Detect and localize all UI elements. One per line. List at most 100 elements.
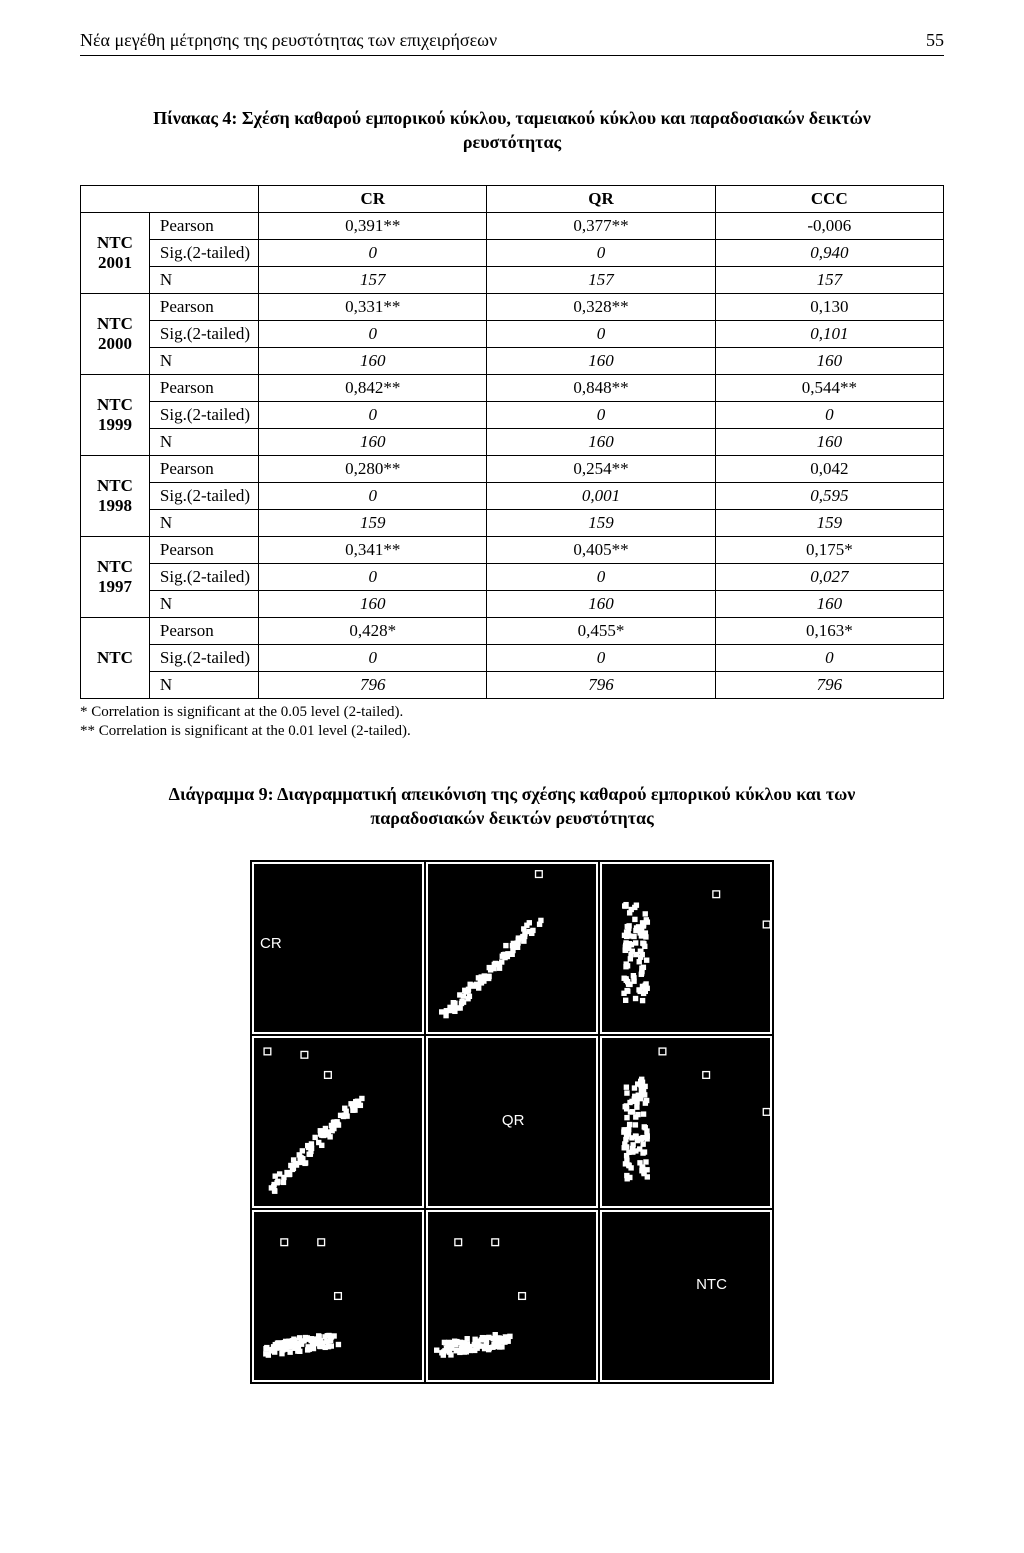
cell: -0,006 — [715, 212, 943, 239]
matrix-ntc-qr — [426, 1210, 598, 1382]
scatter-icon — [428, 864, 596, 1032]
cell: 0,377** — [487, 212, 715, 239]
table-caption: Πίνακας 4: Σχέση καθαρού εμπορικού κύκλο… — [152, 106, 872, 155]
cell: 157 — [259, 266, 487, 293]
table-header-blank — [81, 185, 259, 212]
stat-sig: Sig.(2-tailed) — [149, 239, 258, 266]
group-label: NTC — [81, 617, 150, 698]
stat-pearson: Pearson — [149, 293, 258, 320]
cell: 159 — [487, 509, 715, 536]
page-number: 55 — [926, 30, 944, 51]
running-title: Νέα μεγέθη μέτρησης της ρευστότητας των … — [80, 30, 497, 51]
figure-caption: Διάγραμμα 9: Διαγραμματική απεικόνιση τη… — [152, 782, 872, 831]
cell: 0,341** — [259, 536, 487, 563]
scatter-icon — [254, 1212, 422, 1380]
matrix-cr-qr — [426, 862, 598, 1034]
footnote-2: ** Correlation is significant at the 0.0… — [80, 722, 944, 742]
stat-pearson: Pearson — [149, 617, 258, 644]
cell: 0 — [487, 239, 715, 266]
cell: 0,595 — [715, 482, 943, 509]
group-label: NTC2000 — [81, 293, 150, 374]
cell: 0,405** — [487, 536, 715, 563]
group-label: NTC1998 — [81, 455, 150, 536]
cell: 159 — [715, 509, 943, 536]
cell: 160 — [487, 347, 715, 374]
cell: 0,254** — [487, 455, 715, 482]
cell: 0,175* — [715, 536, 943, 563]
cell: 0 — [259, 401, 487, 428]
stat-pearson: Pearson — [149, 536, 258, 563]
matrix-diag-qr: QR — [426, 1036, 598, 1208]
cell: 0,428* — [259, 617, 487, 644]
cell: 0,163* — [715, 617, 943, 644]
matrix-label-qr: QR — [502, 1112, 525, 1129]
matrix-qr-ntc — [600, 1036, 772, 1208]
group-label: NTC1997 — [81, 536, 150, 617]
cell: 0,027 — [715, 563, 943, 590]
matrix-label-cr: CR — [260, 935, 282, 952]
stat-sig: Sig.(2-tailed) — [149, 482, 258, 509]
matrix-diag-ntc: NTC — [600, 1210, 772, 1382]
cell: 0 — [259, 644, 487, 671]
stat-sig: Sig.(2-tailed) — [149, 644, 258, 671]
stat-n: N — [149, 347, 258, 374]
cell: 0 — [259, 239, 487, 266]
cell: 0 — [487, 320, 715, 347]
matrix-ntc-cr — [252, 1210, 424, 1382]
stat-n: N — [149, 671, 258, 698]
cell: 0 — [259, 482, 487, 509]
cell: 160 — [259, 590, 487, 617]
cell: 0,130 — [715, 293, 943, 320]
stat-n: N — [149, 428, 258, 455]
correlation-table: CR QR CCC NTC2001Pearson0,391**0,377**-0… — [80, 185, 944, 699]
cell: 0,940 — [715, 239, 943, 266]
cell: 160 — [715, 590, 943, 617]
cell: 159 — [259, 509, 487, 536]
cell: 157 — [715, 266, 943, 293]
group-label: NTC2001 — [81, 212, 150, 293]
cell: 0 — [487, 401, 715, 428]
cell: 0,101 — [715, 320, 943, 347]
cell: 0 — [487, 644, 715, 671]
cell: 160 — [487, 428, 715, 455]
stat-sig: Sig.(2-tailed) — [149, 320, 258, 347]
cell: 0,391** — [259, 212, 487, 239]
cell: 796 — [259, 671, 487, 698]
cell: 157 — [487, 266, 715, 293]
cell: 0,544** — [715, 374, 943, 401]
cell: 0 — [259, 320, 487, 347]
cell: 0,280** — [259, 455, 487, 482]
stat-n: N — [149, 509, 258, 536]
cell: 0,001 — [487, 482, 715, 509]
scatter-matrix: CR QR — [250, 860, 774, 1384]
cell: 0,842** — [259, 374, 487, 401]
cell: 160 — [259, 428, 487, 455]
stat-sig: Sig.(2-tailed) — [149, 401, 258, 428]
cell: 160 — [259, 347, 487, 374]
matrix-label-ntc: NTC — [696, 1276, 727, 1293]
cell: 0 — [259, 563, 487, 590]
cell: 0,042 — [715, 455, 943, 482]
table-footnotes: * Correlation is significant at the 0.05… — [80, 703, 944, 742]
cell: 0,455* — [487, 617, 715, 644]
cell: 160 — [487, 590, 715, 617]
running-header: Νέα μεγέθη μέτρησης της ρευστότητας των … — [80, 30, 944, 56]
cell: 0 — [715, 401, 943, 428]
matrix-cr-ntc — [600, 862, 772, 1034]
cell: 160 — [715, 347, 943, 374]
stat-n: N — [149, 266, 258, 293]
cell: 0 — [487, 563, 715, 590]
cell: 0 — [715, 644, 943, 671]
stat-pearson: Pearson — [149, 455, 258, 482]
cell: 796 — [715, 671, 943, 698]
scatter-icon — [428, 1212, 596, 1380]
col-CR: CR — [259, 185, 487, 212]
stat-pearson: Pearson — [149, 212, 258, 239]
cell: 0,848** — [487, 374, 715, 401]
scatter-icon — [254, 1038, 422, 1206]
stat-sig: Sig.(2-tailed) — [149, 563, 258, 590]
stat-n: N — [149, 590, 258, 617]
stat-pearson: Pearson — [149, 374, 258, 401]
footnote-1: * Correlation is significant at the 0.05… — [80, 703, 944, 723]
cell: 0,328** — [487, 293, 715, 320]
